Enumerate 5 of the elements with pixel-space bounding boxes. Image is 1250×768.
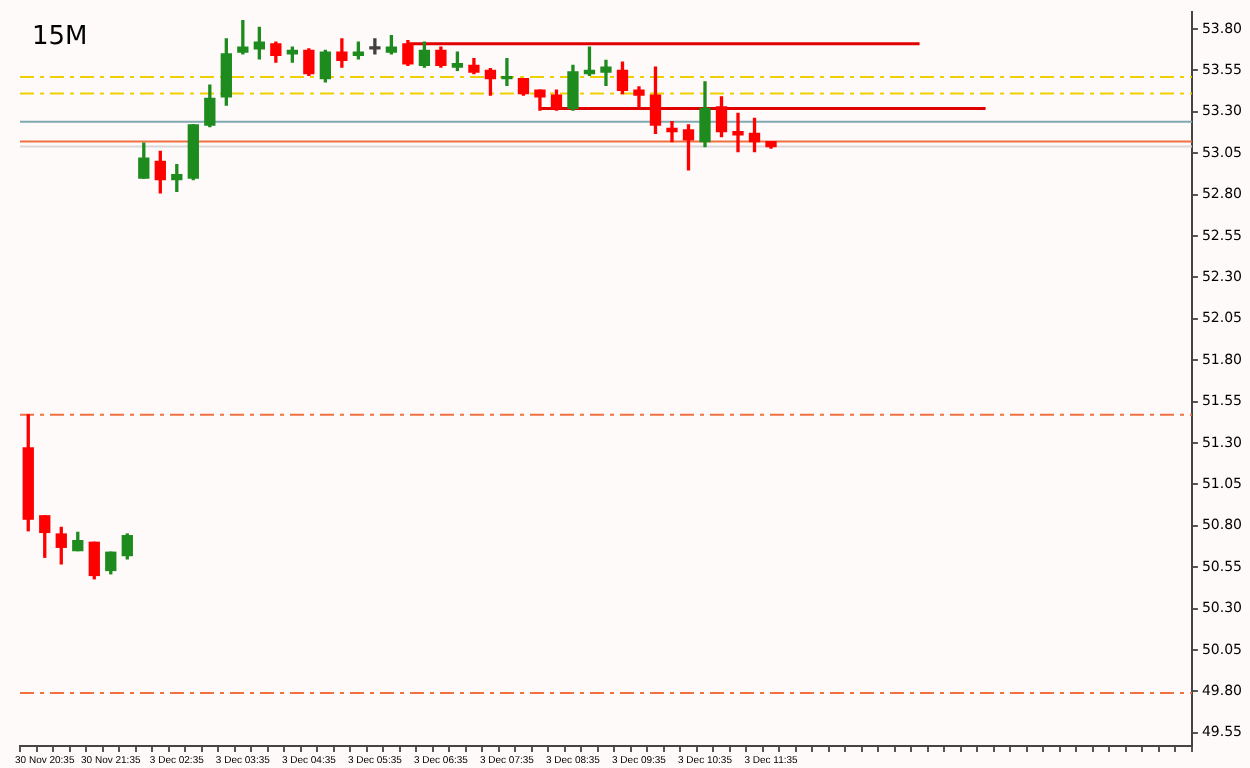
candlestick (666, 121, 678, 143)
candlestick (369, 38, 381, 55)
candlestick (732, 112, 744, 153)
chart-title: 15M (32, 22, 88, 53)
candlestick (501, 58, 513, 86)
